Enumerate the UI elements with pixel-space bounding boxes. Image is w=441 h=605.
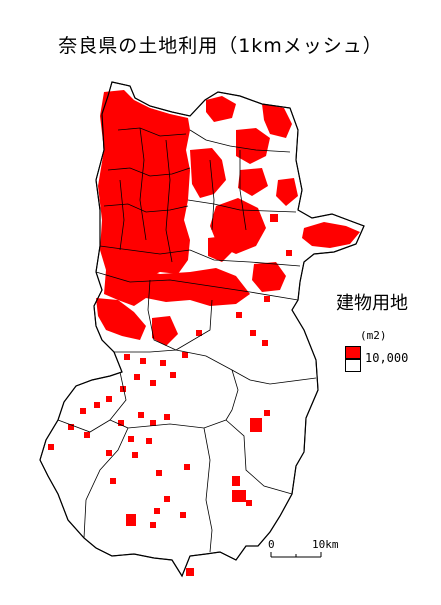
municipal-boundaries — [57, 127, 317, 553]
legend-value: 10,000 — [365, 351, 409, 365]
legend-swatch-empty — [345, 359, 361, 372]
legend-swatch-filled — [345, 346, 361, 359]
scale-start-label: 0 — [268, 538, 275, 551]
scale-bar — [270, 552, 322, 558]
built-up-mesh — [48, 90, 360, 576]
map-title: 奈良県の土地利用（1kmメッシュ） — [58, 35, 383, 57]
legend-category: 建物用地 — [336, 293, 408, 314]
prefecture-border — [39, 81, 365, 578]
scale-end-label: 10km — [312, 538, 339, 551]
legend-unit: (m2) — [360, 329, 387, 342]
